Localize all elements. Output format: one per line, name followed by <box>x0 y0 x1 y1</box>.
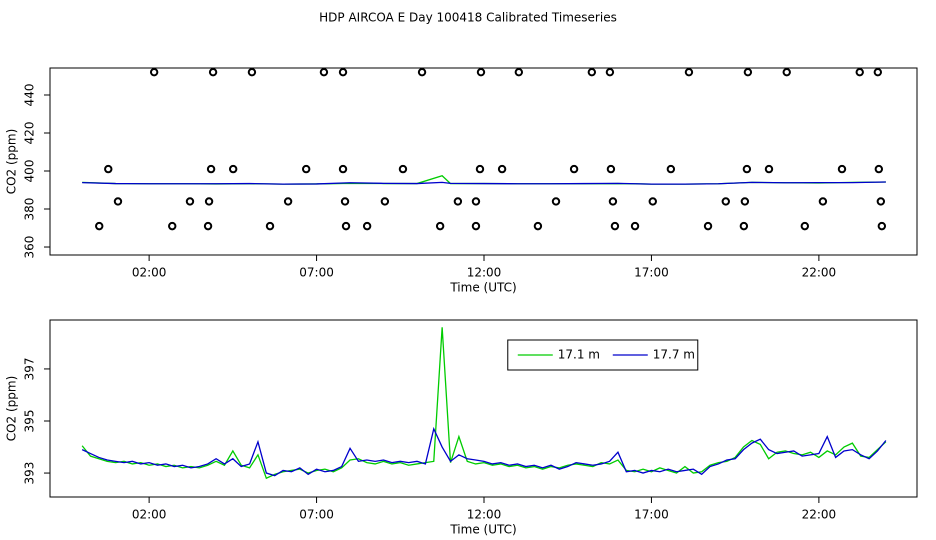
data-point <box>471 197 481 206</box>
data-point <box>876 197 886 206</box>
data-point <box>630 221 640 231</box>
x-axis-label: Time (UTC) <box>449 523 516 537</box>
x-tick-label: 22:00 <box>802 266 837 280</box>
data-point <box>684 67 694 77</box>
data-point <box>818 197 828 206</box>
y-tick-label: 420 <box>23 122 37 145</box>
x-tick-label: 07:00 <box>299 266 334 280</box>
data-point <box>204 197 214 206</box>
x-tick-label: 07:00 <box>299 508 334 522</box>
plot-area <box>82 67 887 231</box>
data-point <box>168 221 177 231</box>
plot-area <box>81 327 887 480</box>
y-axis-label: CO2 (ppm) <box>5 129 19 195</box>
data-point <box>569 164 579 174</box>
x-tick-label: 12:00 <box>467 266 502 280</box>
data-point <box>800 221 810 231</box>
x-tick-label: 17:00 <box>634 266 669 280</box>
data-point <box>610 221 620 231</box>
x-tick-label: 22:00 <box>802 508 837 522</box>
data-point <box>104 164 113 174</box>
data-point <box>475 164 485 174</box>
data-point <box>208 67 218 77</box>
data-line <box>82 181 886 185</box>
y-tick-label: 393 <box>23 462 37 485</box>
data-point <box>666 164 676 174</box>
chart-title: HDP AIRCOA E Day 100418 Calibrated Times… <box>319 11 617 25</box>
data-point <box>340 197 350 206</box>
data-point <box>265 221 275 231</box>
data-point <box>721 197 730 206</box>
data-point <box>206 164 216 174</box>
data-point <box>782 67 791 77</box>
data-line <box>81 426 887 477</box>
x-tick-label: 02:00 <box>132 508 167 522</box>
data-point <box>398 164 408 174</box>
data-point <box>877 221 887 231</box>
y-tick-label: 397 <box>23 357 37 380</box>
data-point <box>533 221 543 231</box>
y-axis-label: CO2 (ppm) <box>5 376 19 442</box>
data-point <box>703 221 713 231</box>
data-point <box>608 197 618 206</box>
y-tick-label: 360 <box>23 236 37 259</box>
data-point <box>551 197 561 206</box>
data-point <box>338 164 348 174</box>
data-point <box>247 67 257 77</box>
data-point <box>435 221 445 231</box>
x-tick-label: 12:00 <box>467 508 502 522</box>
x-axis-label: Time (UTC) <box>449 281 516 295</box>
y-tick-label: 400 <box>23 160 37 183</box>
data-point <box>764 164 774 174</box>
data-point <box>605 67 615 77</box>
data-point <box>855 67 864 77</box>
data-point <box>587 67 597 77</box>
data-point <box>739 221 749 231</box>
data-point <box>837 164 847 174</box>
x-tick-label: 17:00 <box>634 508 669 522</box>
plot-frame <box>49 319 918 498</box>
legend-label: 17.1 m <box>558 348 600 362</box>
data-point <box>514 67 524 77</box>
data-point <box>149 67 159 77</box>
data-point <box>743 67 753 77</box>
data-point <box>113 197 123 206</box>
y-tick-label: 395 <box>23 410 37 433</box>
data-point <box>476 67 486 77</box>
data-point <box>873 67 883 77</box>
data-point <box>471 221 481 231</box>
data-point <box>417 67 427 77</box>
data-point <box>497 164 507 174</box>
data-point <box>341 221 351 231</box>
data-point <box>380 197 390 206</box>
data-point <box>606 164 616 174</box>
data-point <box>648 197 657 206</box>
data-point <box>283 197 293 206</box>
legend-label: 17.7 m <box>653 348 695 362</box>
data-point <box>228 164 238 174</box>
data-point <box>95 221 104 231</box>
data-point <box>319 67 329 77</box>
data-point <box>203 221 213 231</box>
data-point <box>453 197 463 206</box>
data-point <box>742 164 752 174</box>
data-point <box>362 221 372 231</box>
data-point <box>185 197 195 206</box>
plot-frame <box>49 67 918 256</box>
data-point <box>740 197 750 206</box>
data-point <box>301 164 311 174</box>
y-tick-label: 380 <box>23 198 37 221</box>
data-line <box>81 327 887 480</box>
x-tick-label: 02:00 <box>132 266 167 280</box>
y-tick-label: 440 <box>23 84 37 107</box>
data-point <box>338 67 348 77</box>
data-point <box>874 164 884 174</box>
